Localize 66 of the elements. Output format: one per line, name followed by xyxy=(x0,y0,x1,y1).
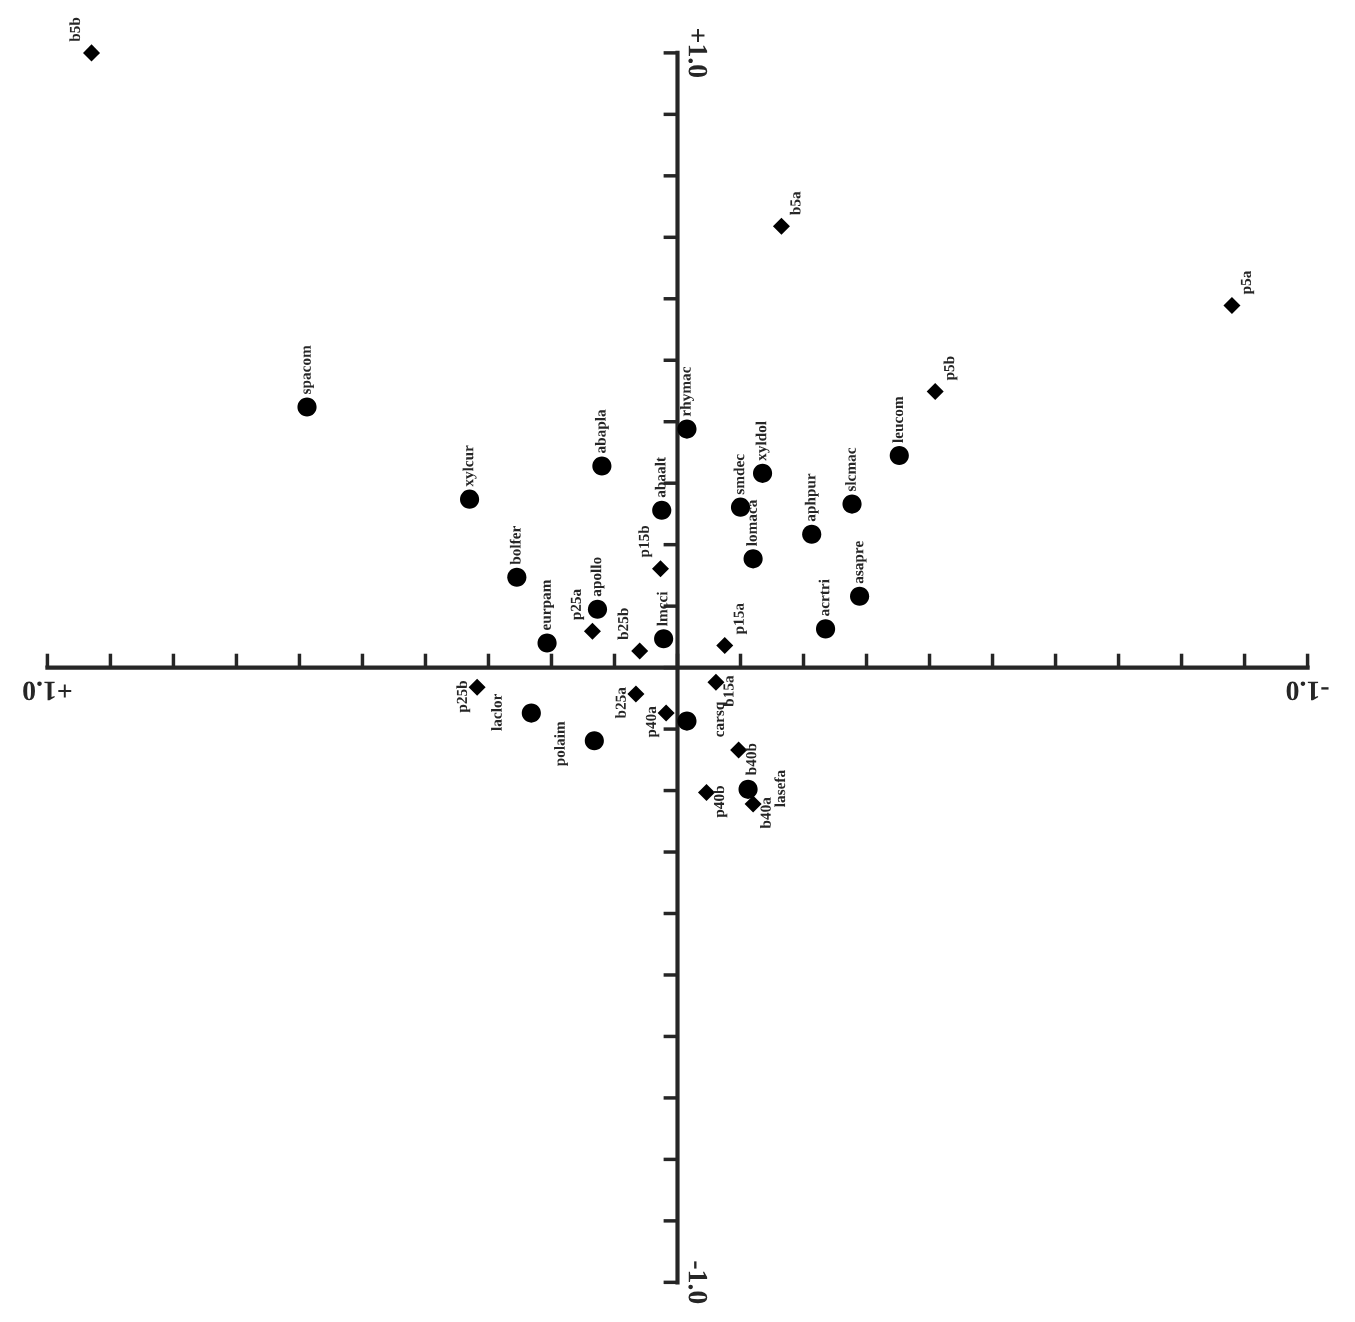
point xyxy=(537,633,557,653)
annotation: lomaca xyxy=(746,499,757,546)
point xyxy=(926,383,944,401)
annotation: bolfer xyxy=(509,526,521,565)
point xyxy=(297,397,317,417)
annotation: acrtri xyxy=(818,579,830,616)
annotation: p15a xyxy=(733,603,747,635)
point xyxy=(1223,297,1241,315)
annotation: rhymac xyxy=(680,366,694,417)
point xyxy=(654,629,674,649)
annotation: spacom xyxy=(303,345,314,394)
point xyxy=(587,599,608,619)
annotation: lmcci xyxy=(656,591,668,626)
annotation: p25b xyxy=(456,680,471,713)
point xyxy=(850,586,870,606)
point xyxy=(627,685,645,703)
annotation: p40b xyxy=(713,786,728,818)
point xyxy=(592,456,612,476)
annotation: abaalt xyxy=(654,457,666,498)
annotation: p40a xyxy=(645,706,660,738)
annotation: aphpur xyxy=(804,473,819,522)
point xyxy=(677,711,697,731)
annotation: b40a xyxy=(760,797,771,829)
point xyxy=(707,673,725,691)
point xyxy=(816,619,836,639)
annotation: apollo xyxy=(590,557,605,597)
annotation: asapre xyxy=(856,541,867,584)
annotation: eurpam xyxy=(543,579,554,630)
annotation: p5a xyxy=(1240,270,1255,295)
point xyxy=(507,567,527,587)
point xyxy=(744,795,762,813)
annotation: b25a xyxy=(615,687,626,719)
point xyxy=(772,217,790,235)
point xyxy=(631,642,649,660)
annotation: lasefa xyxy=(774,770,786,807)
point xyxy=(842,494,862,514)
point xyxy=(716,636,734,654)
annotation: leucom xyxy=(892,396,904,443)
annotation: b25b xyxy=(617,608,629,640)
point xyxy=(697,783,715,801)
annotation: polaim xyxy=(554,721,568,767)
point xyxy=(521,703,541,723)
annotation: b40b xyxy=(745,743,757,776)
point xyxy=(83,44,101,62)
point xyxy=(651,560,669,578)
point xyxy=(889,445,909,466)
point xyxy=(752,463,773,483)
point xyxy=(738,779,758,799)
point xyxy=(584,731,604,751)
annotation: p15b xyxy=(638,525,653,558)
annotation: p5b xyxy=(943,356,958,381)
annotation: smdec xyxy=(733,454,745,495)
annotation: abapla xyxy=(594,409,609,453)
point xyxy=(583,622,601,640)
annotation: b5b xyxy=(69,17,81,42)
point xyxy=(677,419,697,439)
annotation: xyldol xyxy=(755,421,770,461)
point xyxy=(460,489,480,509)
point xyxy=(743,549,763,569)
annotation: xylcur xyxy=(462,445,477,487)
annotation: slcmac xyxy=(845,447,856,492)
point xyxy=(652,500,672,520)
annotation: laclor xyxy=(491,693,502,731)
annotation: p25a xyxy=(570,589,585,621)
annotation: b5a xyxy=(789,191,801,215)
point xyxy=(802,524,822,544)
